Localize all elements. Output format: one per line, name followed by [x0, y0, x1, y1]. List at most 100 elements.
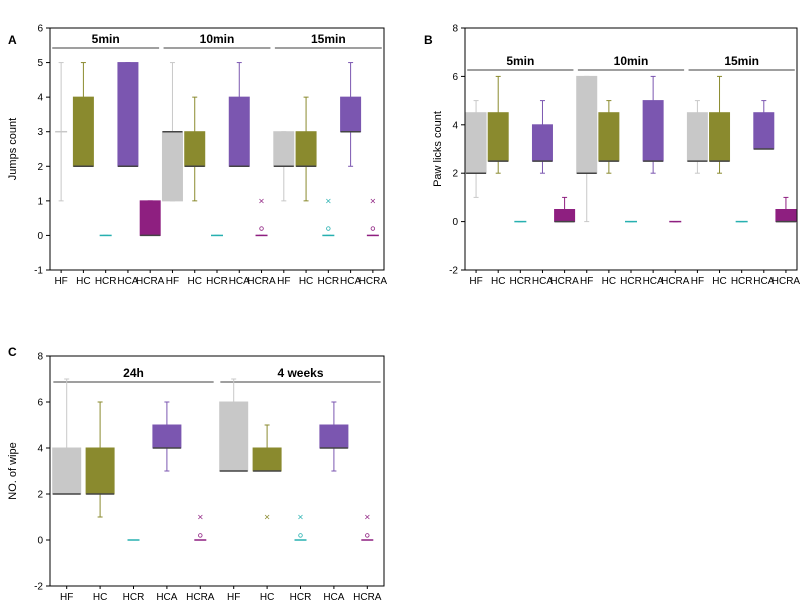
x-tick-label: HCRA — [353, 592, 382, 603]
y-tick-label: 4 — [452, 120, 458, 131]
outlier-circle-marker — [370, 226, 376, 231]
x-tick-label: HC — [712, 276, 726, 287]
box-hca — [117, 62, 139, 168]
box-hf — [55, 62, 68, 202]
box-hf — [273, 131, 295, 202]
x-tick-label: HCR — [317, 276, 339, 287]
x-tick-label: HCR — [509, 276, 531, 287]
x-tick-label: HC — [299, 276, 313, 287]
x-tick-label: HCA — [229, 276, 250, 287]
x-tick-label: HCA — [753, 276, 774, 287]
outlier-x-marker: × — [258, 196, 265, 205]
box-hca — [642, 75, 664, 174]
group-label: 4 weeks — [277, 366, 323, 380]
y-tick-label: 2 — [452, 169, 458, 180]
box-hca — [531, 100, 553, 174]
x-tick-label: HF — [277, 276, 290, 287]
y-tick-label: 6 — [452, 72, 458, 83]
box-hf — [161, 62, 183, 202]
x-tick-label: HF — [227, 592, 240, 603]
group-label: 5min — [506, 54, 534, 68]
panel-letter: A — [8, 33, 17, 47]
box-hca — [152, 401, 182, 472]
outlier-x-marker: × — [197, 513, 204, 522]
box-body — [139, 200, 161, 236]
x-tick-label: HC — [491, 276, 505, 287]
x-tick-label: HCRA — [359, 276, 388, 287]
box-hc — [487, 75, 509, 174]
outlier-circle-marker — [365, 533, 370, 538]
outlier-x-marker: × — [264, 513, 271, 522]
box-body — [273, 131, 295, 167]
box-hf — [219, 378, 249, 472]
box-hca — [228, 62, 250, 168]
x-tick-label: HCA — [117, 276, 138, 287]
x-tick-label: HCRA — [550, 276, 579, 287]
x-tick-label: HC — [260, 592, 274, 603]
box-hf — [465, 100, 487, 198]
box-body — [709, 112, 731, 162]
box-body — [686, 112, 708, 162]
y-axis-label: NO. of wipe — [7, 442, 19, 499]
x-tick-label: HF — [60, 592, 73, 603]
y-tick-label: 2 — [37, 490, 43, 501]
box-body — [184, 131, 206, 167]
box-body — [598, 112, 620, 162]
x-tick-label: HC — [602, 276, 616, 287]
panel-letter: B — [424, 33, 433, 47]
panel-letter: C — [8, 345, 17, 359]
y-axis-label: Paw licks count — [432, 111, 444, 187]
y-tick-label: 0 — [452, 217, 458, 228]
box-hcra: × — [366, 196, 379, 237]
x-tick-label: HCRA — [136, 276, 165, 287]
box-body — [340, 96, 362, 133]
x-tick-label: HC — [76, 276, 90, 287]
x-tick-label: HCRA — [661, 276, 690, 287]
box-hcr: × — [294, 513, 307, 541]
box-hc — [709, 75, 731, 174]
y-tick-label: -2 — [449, 266, 458, 277]
y-tick-label: -2 — [34, 582, 43, 593]
box-hc — [72, 62, 94, 168]
x-tick-label: HF — [691, 276, 704, 287]
box-hcra — [139, 200, 161, 237]
x-tick-label: HCA — [532, 276, 553, 287]
y-tick-label: 4 — [37, 444, 43, 455]
x-tick-label: HCR — [731, 276, 753, 287]
box-hcra — [775, 196, 797, 223]
box-hc — [295, 96, 317, 202]
x-tick-label: HF — [54, 276, 67, 287]
box-body — [72, 96, 94, 167]
y-tick-label: 0 — [37, 231, 43, 242]
box-hca — [753, 100, 775, 150]
x-tick-label: HCR — [206, 276, 228, 287]
box-body — [775, 209, 797, 223]
x-tick-label: HCA — [340, 276, 361, 287]
box-body — [295, 131, 317, 167]
box-body — [161, 131, 183, 202]
box-body — [228, 96, 250, 167]
x-tick-label: HC — [93, 592, 107, 603]
box-body — [319, 424, 349, 449]
box-hcra: × — [361, 513, 374, 541]
x-tick-label: HCA — [156, 592, 177, 603]
box-body — [642, 100, 664, 162]
y-tick-label: 3 — [37, 127, 43, 138]
box-hca — [319, 401, 349, 472]
box-hc — [598, 100, 620, 174]
x-tick-label: HCR — [290, 592, 312, 603]
y-tick-label: -1 — [34, 266, 43, 277]
box-hcra: × — [255, 196, 268, 237]
x-tick-label: HF — [469, 276, 482, 287]
y-tick-label: 1 — [37, 196, 43, 207]
y-tick-label: 8 — [452, 24, 458, 35]
outlier-x-marker: × — [370, 196, 377, 205]
x-tick-label: HCRA — [247, 276, 276, 287]
outlier-circle-marker — [298, 533, 303, 538]
outlier-x-marker: × — [325, 196, 332, 205]
group-label: 15min — [724, 54, 759, 68]
box-hf — [52, 378, 82, 495]
y-axis-label: Jumps count — [7, 118, 19, 180]
